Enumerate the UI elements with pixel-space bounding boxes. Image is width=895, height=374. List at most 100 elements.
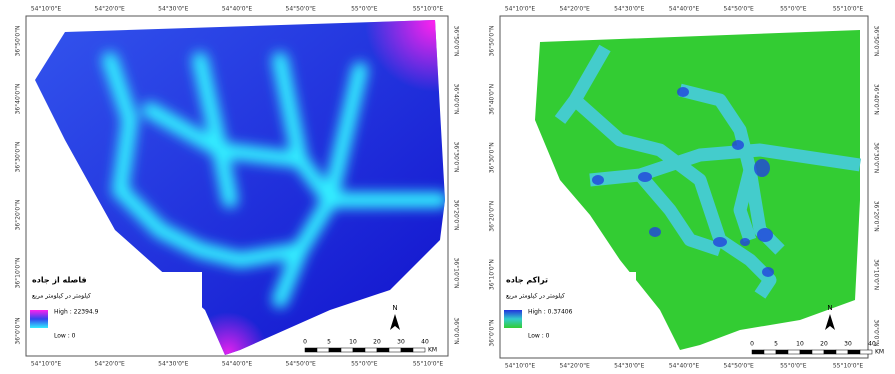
scale-segment	[823, 349, 837, 355]
scale-segment	[328, 347, 342, 353]
top-tick-label: 54°40'0"E	[222, 6, 252, 13]
top-tick-label: 54°50'0"E	[724, 6, 754, 13]
scale-segment	[763, 349, 777, 355]
left-tick-label: 36°20'0"N	[489, 201, 496, 232]
legend-title: فاصله از جاده	[32, 276, 87, 285]
scale-label: 30	[397, 339, 405, 346]
top-tick-label: 54°20'0"E	[560, 6, 590, 13]
scale-segment	[775, 349, 789, 355]
right-tick-label: 36°0'0"N	[453, 317, 460, 344]
north-arrow	[825, 314, 835, 330]
scale-segment	[847, 349, 861, 355]
legend-swatch	[30, 310, 48, 328]
scale-label: 20	[373, 339, 381, 346]
scale-label: 20	[820, 341, 828, 348]
scale-label: 5	[774, 341, 778, 348]
legend-box	[27, 272, 202, 353]
scale-segment	[811, 349, 825, 355]
right-tick-label: 36°30'0"N	[873, 142, 880, 173]
bottom-tick-label: 54°10'0"E	[505, 363, 535, 370]
bottom-tick-label: 54°50'0"E	[286, 361, 316, 368]
density-raster	[535, 30, 861, 350]
scale-label: 10	[796, 341, 804, 348]
bottom-tick-label: 54°50'0"E	[724, 363, 754, 370]
left-tick-label: 36°50'0"N	[489, 26, 496, 57]
north-label: N	[392, 304, 397, 312]
left-tick-label: 36°50'0"N	[15, 26, 22, 57]
scale-label: 40	[421, 339, 429, 346]
bottom-tick-label: 54°20'0"E	[560, 363, 590, 370]
left-tick-label: 36°30'0"N	[15, 142, 22, 173]
legend-box	[501, 272, 636, 357]
top-tick-label: 54°10'0"E	[31, 6, 61, 13]
scale-segment	[835, 349, 849, 355]
legend-high: High : 22394.9	[54, 309, 99, 316]
right-tick-label: 36°50'0"N	[873, 26, 880, 57]
scale-segment	[400, 347, 414, 353]
scale-segment	[787, 349, 801, 355]
top-tick-label: 55°0'0"E	[351, 6, 378, 13]
legend-subtitle: کیلومتر در کیلومتر مربع	[32, 293, 91, 300]
right-tick-label: 36°20'0"N	[453, 200, 460, 231]
right-tick-label: 36°30'0"N	[453, 142, 460, 173]
bottom-tick-label: 54°40'0"E	[222, 361, 252, 368]
bottom-tick-label: 55°10'0"E	[833, 363, 863, 370]
scale-segment	[316, 347, 330, 353]
scale-label: 30	[844, 341, 852, 348]
scale-segment	[364, 347, 378, 353]
top-tick-label: 55°10'0"E	[833, 6, 863, 13]
scale-label: 5	[327, 339, 331, 346]
top-tick-label: 55°10'0"E	[413, 6, 443, 13]
right-tick-label: 36°10'0"N	[873, 259, 880, 290]
top-tick-label: 55°0'0"E	[780, 6, 807, 13]
scale-segment	[376, 347, 390, 353]
top-tick-label: 54°30'0"E	[158, 6, 188, 13]
scale-label: 40	[868, 341, 876, 348]
right-tick-label: 36°50'0"N	[453, 26, 460, 57]
scale-segment	[304, 347, 318, 353]
scale-label: 10	[349, 339, 357, 346]
top-tick-label: 54°30'0"E	[614, 6, 644, 13]
scale-segment	[751, 349, 765, 355]
scale-segment	[388, 347, 402, 353]
left-tick-label: 36°30'0"N	[489, 142, 496, 173]
bottom-tick-label: 55°0'0"E	[780, 363, 807, 370]
legend-low: Low : 0	[54, 333, 76, 340]
legend-low: Low : 0	[528, 333, 550, 340]
scale-segment	[412, 347, 426, 353]
scale-segment	[340, 347, 354, 353]
left-tick-label: 36°0'0"N	[489, 319, 496, 346]
scale-label: 0	[303, 339, 307, 346]
right-tick-label: 36°0'0"N	[873, 319, 880, 346]
left-tick-label: 36°0'0"N	[15, 317, 22, 344]
bottom-tick-label: 54°20'0"E	[95, 361, 125, 368]
left-tick-label: 36°10'0"N	[489, 259, 496, 290]
bottom-tick-label: 55°10'0"E	[413, 361, 443, 368]
top-tick-label: 54°40'0"E	[669, 6, 699, 13]
scale-unit: KM	[875, 349, 884, 356]
scale-segment	[859, 349, 873, 355]
scale-segment	[352, 347, 366, 353]
left-tick-label: 36°10'0"N	[15, 258, 22, 289]
bottom-tick-label: 54°40'0"E	[669, 363, 699, 370]
top-tick-label: 54°50'0"E	[286, 6, 316, 13]
bottom-tick-label: 55°0'0"E	[351, 361, 378, 368]
bottom-tick-label: 54°10'0"E	[31, 361, 61, 368]
right-tick-label: 36°20'0"N	[873, 201, 880, 232]
bottom-tick-label: 54°30'0"E	[158, 361, 188, 368]
legend-swatch	[504, 310, 522, 328]
left-tick-label: 36°40'0"N	[15, 84, 22, 115]
top-tick-label: 54°10'0"E	[505, 6, 535, 13]
scale-segment	[799, 349, 813, 355]
left-tick-label: 36°20'0"N	[15, 200, 22, 231]
left-tick-label: 36°40'0"N	[489, 84, 496, 115]
bottom-tick-label: 54°30'0"E	[614, 363, 644, 370]
north-label: N	[827, 304, 832, 312]
top-tick-label: 54°20'0"E	[95, 6, 125, 13]
legend-subtitle: کیلومتر در کیلومتر مربع	[506, 293, 565, 300]
legend-high: High : 0.37406	[528, 309, 573, 316]
north-arrow	[390, 314, 400, 330]
right-tick-label: 36°40'0"N	[453, 84, 460, 115]
legend-title: تراکم جاده	[506, 276, 548, 285]
